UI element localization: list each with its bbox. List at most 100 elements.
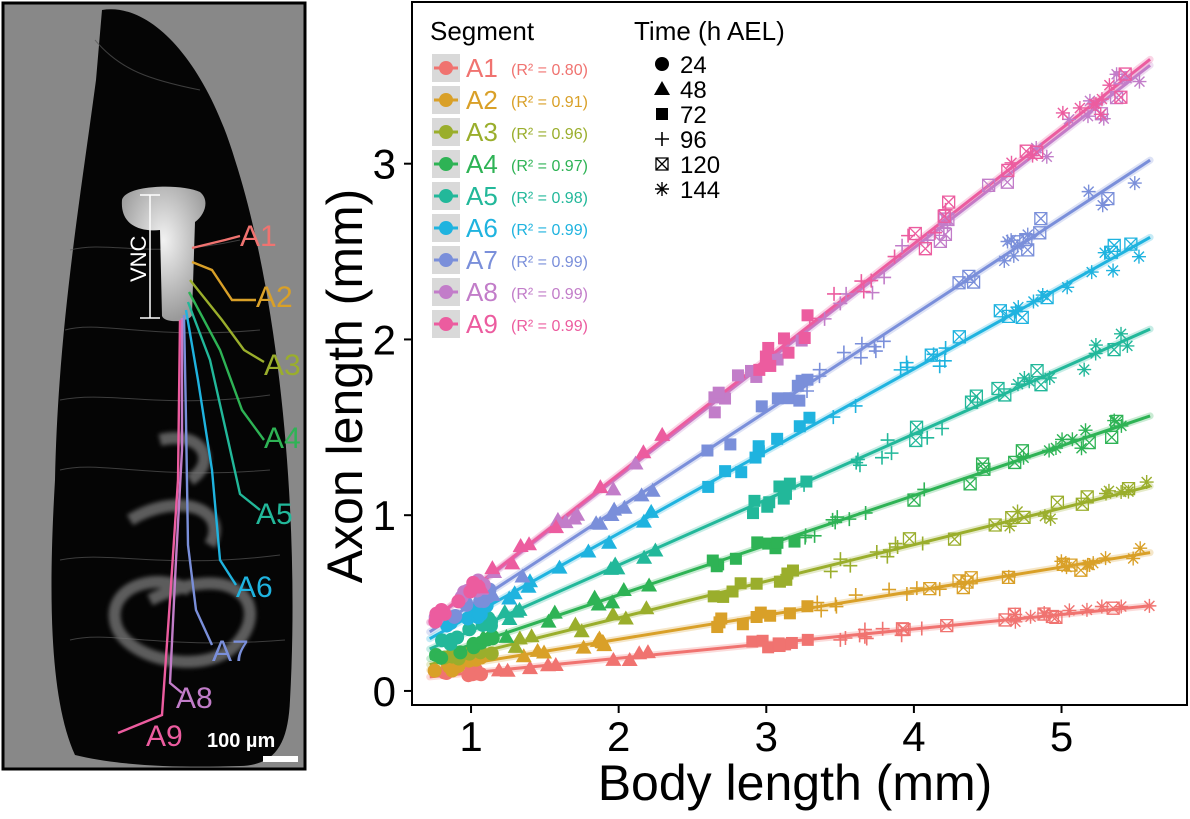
data-point [750, 611, 763, 624]
data-point [462, 622, 477, 637]
data-point [1078, 423, 1093, 438]
data-point [962, 269, 976, 284]
data-point [771, 392, 784, 405]
data-point [771, 432, 784, 445]
data-point [1010, 504, 1025, 519]
data-point [473, 579, 490, 594]
data-point [702, 480, 715, 493]
data-point [909, 581, 924, 596]
nerve-a5 [186, 301, 261, 511]
data-point [933, 234, 948, 249]
data-point [865, 285, 880, 300]
data-point [567, 616, 584, 631]
data-point [848, 588, 863, 603]
data-point [1043, 511, 1058, 526]
data-point [475, 629, 492, 644]
legend-r2-value: (R² = 0.99) [511, 254, 588, 271]
series-a1 [437, 598, 1157, 683]
data-point [785, 636, 798, 649]
data-point [915, 536, 930, 551]
data-point [856, 284, 871, 299]
nerve-a3 [189, 279, 265, 364]
legend-r2-value: (R² = 0.99) [511, 318, 588, 335]
legend-time-marker [655, 157, 669, 171]
data-point [461, 668, 476, 683]
data-point [762, 641, 775, 654]
scale-bar-label: 100 µm [207, 730, 275, 752]
data-point [920, 233, 935, 248]
legend-r2-value: (R² = 0.96) [511, 126, 588, 143]
data-point [635, 444, 652, 459]
data-point [882, 582, 897, 597]
data-point [1016, 450, 1031, 465]
segment-legend-entries: A1 (R² = 0.80) A2 (R² = 0.91) A3 (R² = 0.96) A… [432, 53, 588, 339]
data-point [1001, 309, 1016, 324]
data-point [605, 481, 622, 496]
data-point [890, 540, 905, 555]
nerve-a2 [191, 260, 256, 302]
data-point [1075, 497, 1089, 511]
data-point [1080, 490, 1094, 504]
data-point [793, 420, 806, 433]
data-point [817, 311, 832, 326]
data-point [788, 535, 801, 548]
legend-key-dot [439, 221, 453, 235]
legend-time-marker [654, 81, 670, 95]
data-point [539, 657, 556, 672]
data-point [627, 455, 644, 470]
data-point [977, 462, 991, 476]
data-point [644, 482, 661, 497]
data-point [923, 581, 937, 596]
data-point [1002, 519, 1017, 534]
data-point [1106, 601, 1120, 615]
data-point [507, 638, 524, 653]
data-point [523, 628, 540, 643]
data-point [1131, 249, 1146, 264]
data-point [453, 645, 468, 660]
axis-ticks: 1 2 3 4 5 0 1 2 3 [373, 141, 1074, 760]
legend-key-dot [439, 125, 453, 139]
data-point [498, 628, 515, 643]
data-point [520, 578, 537, 593]
segment-label-a9: A9 [146, 720, 183, 753]
data-point [1023, 609, 1038, 624]
data-point [1081, 184, 1096, 199]
data-point [964, 395, 979, 409]
data-point [880, 433, 895, 448]
legend-time-label: 72 [680, 102, 707, 129]
legend-key-dot [439, 189, 453, 203]
legend-segment-name: A7 [466, 245, 498, 275]
data-point [963, 477, 977, 491]
data-point [483, 618, 498, 633]
data-point [836, 345, 851, 360]
data-point [828, 597, 843, 612]
data-point [800, 475, 813, 488]
legend-segment-name: A6 [466, 213, 498, 243]
data-point [773, 638, 786, 651]
x-tick-label: 2 [607, 713, 630, 760]
data-point [1004, 155, 1019, 170]
data-point [875, 621, 890, 636]
data-point [854, 274, 869, 289]
legend-key-dot [439, 253, 453, 267]
data-point [751, 536, 764, 549]
data-point [1119, 71, 1134, 86]
data-point [947, 532, 962, 546]
data-point [595, 634, 612, 649]
legend-time-title: Time (h AEL) [634, 16, 785, 46]
y-tick-label: 0 [373, 668, 396, 715]
data-point [877, 270, 892, 285]
data-point [853, 350, 868, 365]
data-point [1084, 265, 1099, 280]
data-point [842, 512, 857, 527]
data-point [859, 631, 874, 646]
data-point [852, 458, 867, 473]
data-point [1048, 441, 1063, 456]
legend-time-label: 48 [680, 77, 707, 104]
segment-label-a5: A5 [256, 498, 293, 531]
data-point [988, 518, 1002, 532]
data-point [1102, 78, 1117, 93]
data-point [605, 606, 622, 621]
legend-key-dot [439, 285, 453, 299]
data-point [1034, 378, 1048, 392]
